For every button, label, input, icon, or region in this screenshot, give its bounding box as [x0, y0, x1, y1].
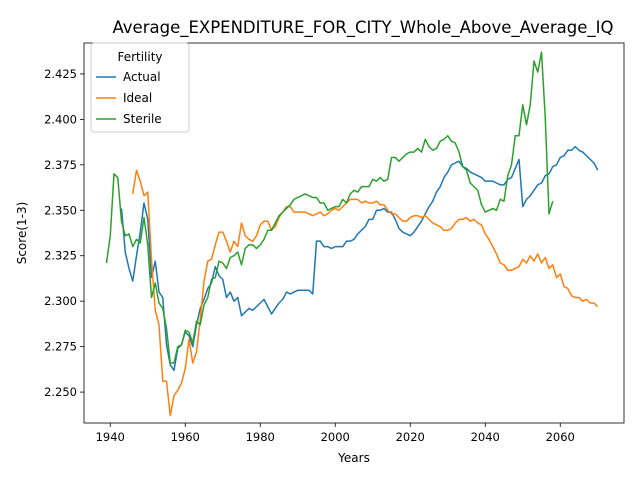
- y-axis-label: Score(1-3): [15, 202, 29, 265]
- x-tick-label: 2060: [546, 430, 575, 444]
- legend-label-actual: Actual: [123, 70, 161, 84]
- x-axis-label: Years: [337, 451, 370, 465]
- y-tick-label: 2.275: [44, 340, 77, 354]
- chart-title: Average_EXPENDITURE_FOR_CITY_Whole_Above…: [112, 18, 613, 38]
- legend-box: [90, 42, 190, 133]
- x-tick-label: 2040: [471, 430, 500, 444]
- x-tick-label: 1960: [171, 430, 200, 444]
- x-tick-label: 1980: [246, 430, 275, 444]
- y-tick-label: 2.250: [44, 385, 77, 399]
- x-tick-label: 2020: [396, 430, 425, 444]
- legend: Fertility Actual Ideal Sterile: [90, 42, 190, 133]
- series-line-sterile: [105, 51, 554, 364]
- legend-items: Actual Ideal Sterile: [96, 70, 162, 126]
- y-tick-label: 2.325: [44, 249, 77, 263]
- x-axis: 1940 1960 1980 2000 2020 2040 2060: [96, 423, 575, 444]
- plot-frame: [83, 42, 625, 424]
- y-tick-label: 2.425: [44, 67, 77, 81]
- series-line-ideal: [132, 169, 599, 417]
- series-layer: [105, 51, 599, 417]
- legend-title: Fertility: [117, 50, 162, 64]
- y-axis: 2.250 2.275 2.300 2.325 2.350 2.375 2.400 2.425: [44, 67, 84, 399]
- x-tick-label: 2000: [321, 430, 350, 444]
- y-tick-label: 2.400: [44, 112, 77, 126]
- legend-label-sterile: Sterile: [123, 112, 162, 126]
- legend-label-ideal: Ideal: [123, 91, 152, 105]
- y-tick-label: 2.350: [44, 203, 77, 217]
- y-tick-label: 2.300: [44, 294, 77, 308]
- x-tick-label: 1940: [96, 430, 125, 444]
- y-tick-label: 2.375: [44, 158, 77, 172]
